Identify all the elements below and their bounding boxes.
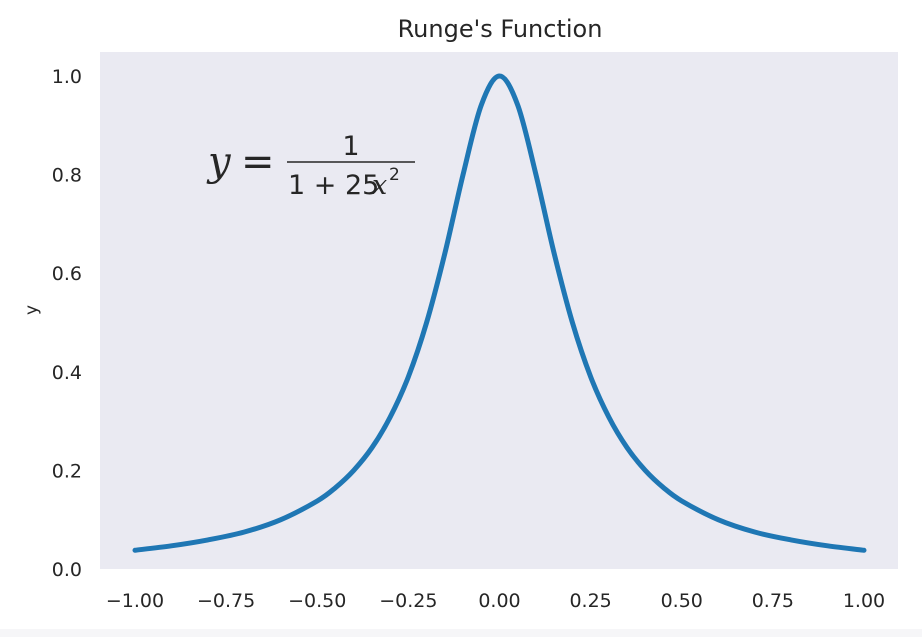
y-tick-label: 0.0: [52, 559, 82, 581]
equation-denominator-prefix: 1 + 25: [288, 170, 379, 201]
y-tick-label: 0.6: [52, 263, 82, 285]
x-tick-label: 0.50: [661, 590, 703, 612]
equation-lhs-y: y: [206, 139, 232, 185]
equation-equals: =: [241, 139, 275, 185]
y-tick-label: 1.0: [52, 66, 82, 88]
equation-annotation: y = 1 1 + 25 x 2: [206, 131, 415, 201]
y-tick-label: 0.8: [52, 165, 82, 187]
x-tick-label: 0.25: [569, 590, 611, 612]
x-tick-label: −0.50: [288, 590, 346, 612]
plot-area: [100, 52, 898, 569]
x-tick-label: 0.75: [752, 590, 794, 612]
y-tick-label: 0.2: [52, 460, 82, 482]
x-tick-label: −0.75: [197, 590, 255, 612]
equation-numerator: 1: [342, 131, 359, 162]
bottom-strip: [0, 629, 922, 637]
x-tick-label: 1.00: [843, 590, 885, 612]
equation-denominator-x: x: [372, 170, 387, 201]
x-tick-label: −1.00: [106, 590, 164, 612]
chart-title: Runge's Function: [398, 15, 603, 43]
y-axis-label: y: [22, 305, 42, 315]
x-tick-labels: −1.00 −0.75 −0.50 −0.25 0.00 0.25 0.50 0.75 1.00: [106, 590, 885, 612]
y-tick-label: 0.4: [52, 362, 82, 384]
x-tick-label: −0.25: [379, 590, 437, 612]
series-line-runge: [132, 73, 867, 553]
equation-exponent: 2: [389, 165, 400, 185]
x-tick-label: 0.00: [478, 590, 520, 612]
y-tick-labels: 0.0 0.2 0.4 0.6 0.8 1.0: [52, 66, 82, 581]
